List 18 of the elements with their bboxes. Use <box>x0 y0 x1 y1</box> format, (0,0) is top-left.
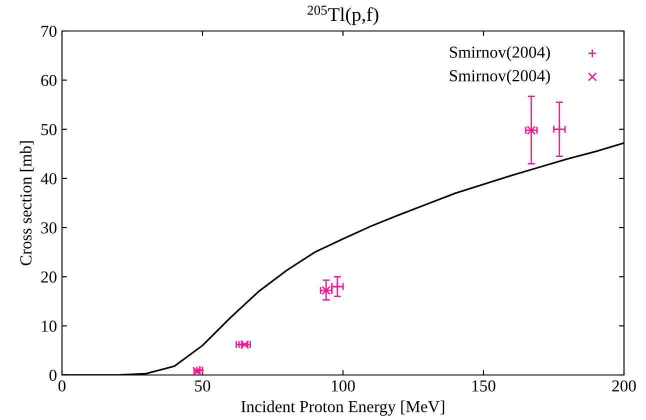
y-tick-label: 20 <box>41 271 57 283</box>
y-tick-label: 50 <box>41 124 57 136</box>
x-tick-label: 50 <box>195 380 210 392</box>
y-tick-label: 10 <box>42 320 57 332</box>
chart-title: $^{205}$Tl(p,f) <box>308 6 378 26</box>
y-tick-label: 70 <box>42 26 57 37</box>
x-tick-label: 0 <box>58 380 66 392</box>
y-tick-label: 40 <box>40 173 57 184</box>
x-tick-label: 200 <box>612 380 636 392</box>
y-tick-label: 0 <box>49 370 57 381</box>
legend-label: Smirnov(2004) <box>450 70 550 85</box>
x-tick-label: 100 <box>332 380 355 392</box>
y-tick-label: 30 <box>41 222 57 234</box>
x-tick-label: 150 <box>472 380 496 392</box>
y-tick-label: 60 <box>41 74 57 86</box>
y-axis-title: Cross section [mb] <box>20 141 34 266</box>
legend-label: Smirnov(2004) <box>450 46 550 62</box>
x-axis-title: Incident Proton Energy [MeV] <box>241 400 444 416</box>
